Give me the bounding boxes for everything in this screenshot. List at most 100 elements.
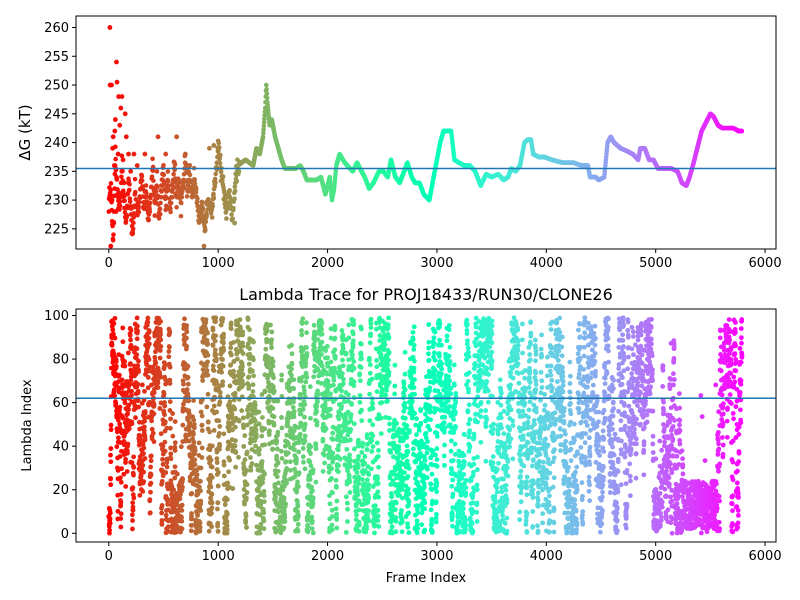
top-trace-point xyxy=(154,169,160,174)
lambda-point xyxy=(370,433,376,438)
lambda-point xyxy=(221,331,227,337)
lambda-point xyxy=(196,440,202,446)
lambda-point xyxy=(210,327,216,333)
lambda-point xyxy=(197,520,203,526)
lambda-point xyxy=(365,477,370,483)
lambda-point xyxy=(368,466,374,472)
top-scatter-point xyxy=(123,134,129,140)
lambda-point xyxy=(376,523,382,529)
lambda-point xyxy=(340,381,346,387)
lambda-point xyxy=(348,426,354,432)
lambda-point xyxy=(170,433,176,439)
top-trace-point xyxy=(204,213,210,219)
lambda-point xyxy=(333,477,339,483)
lambda-point xyxy=(117,421,123,427)
lambda-point xyxy=(145,374,151,380)
lambda-point xyxy=(347,457,353,463)
top-trace-point xyxy=(111,219,117,225)
top-trace-point xyxy=(218,152,223,158)
lambda-point xyxy=(134,352,140,358)
top-trace-point xyxy=(224,216,229,221)
lambda-point xyxy=(180,476,185,482)
lambda-point xyxy=(128,342,134,348)
lambda-point xyxy=(332,335,338,341)
lambda-point xyxy=(250,389,256,394)
lambda-point xyxy=(180,378,186,384)
lambda-point xyxy=(259,433,265,439)
top-trace-point xyxy=(152,213,158,218)
lambda-point xyxy=(112,393,118,399)
lambda-point xyxy=(119,377,125,383)
lambda-point xyxy=(244,490,250,496)
lambda-point xyxy=(332,347,338,353)
top-trace-point xyxy=(113,144,118,150)
lambda-point xyxy=(150,430,156,436)
lambda-point xyxy=(167,408,173,413)
lambda-point xyxy=(179,526,185,532)
lambda-point xyxy=(138,473,144,479)
lambda-point xyxy=(310,501,316,507)
lambda-point xyxy=(214,409,219,415)
lambda-point xyxy=(267,428,272,434)
lambda-point xyxy=(185,381,191,387)
lambda-point xyxy=(233,464,239,470)
lambda-point xyxy=(333,396,338,402)
top-trace-point xyxy=(161,163,166,168)
lambda-point xyxy=(125,411,131,417)
lambda-point xyxy=(155,385,161,390)
lambda-point xyxy=(240,351,246,356)
top-trace-point xyxy=(136,204,141,209)
lambda-point xyxy=(244,524,249,530)
lambda-point xyxy=(364,447,370,452)
lambda-point xyxy=(243,520,249,526)
lambda-point xyxy=(314,419,320,425)
lambda-point xyxy=(123,484,129,489)
lambda-point xyxy=(221,473,227,479)
lambda-point xyxy=(234,356,240,362)
lambda-point xyxy=(113,400,119,406)
lambda-point xyxy=(375,489,381,495)
top-trace-point xyxy=(188,179,193,185)
lambda-point xyxy=(117,440,123,445)
lambda-point xyxy=(153,349,158,355)
lambda-point xyxy=(111,387,117,393)
top-trace-point xyxy=(210,203,216,209)
top-trace-point xyxy=(122,198,127,204)
lambda-point xyxy=(209,443,215,449)
lambda-point xyxy=(343,494,349,500)
lambda-point xyxy=(240,372,246,377)
lambda-point xyxy=(113,359,119,365)
lambda-point xyxy=(330,450,336,456)
lambda-point xyxy=(121,471,127,477)
lambda-point xyxy=(126,402,132,408)
lambda-point xyxy=(139,382,145,388)
lambda-point xyxy=(140,489,146,494)
top-scatter-point xyxy=(107,25,113,30)
lambda-point xyxy=(155,380,161,386)
lambda-point xyxy=(125,450,130,456)
lambda-point xyxy=(328,406,333,412)
lambda-point xyxy=(311,374,317,380)
lambda-point xyxy=(351,322,357,328)
lambda-point xyxy=(142,437,148,443)
lambda-point xyxy=(133,415,138,421)
lambda-point xyxy=(135,323,140,329)
lambda-point xyxy=(288,467,293,473)
lambda-point xyxy=(136,404,142,410)
lambda-point xyxy=(300,454,306,460)
lambda-point xyxy=(215,506,220,512)
lambda-point xyxy=(370,444,376,449)
lambda-point xyxy=(239,408,245,414)
lambda-point xyxy=(163,377,168,383)
lambda-point xyxy=(320,468,326,474)
top-trace-point xyxy=(161,172,167,178)
lambda-point xyxy=(335,447,341,453)
lambda-point xyxy=(319,331,325,337)
lambda-point xyxy=(289,366,294,372)
lambda-point xyxy=(137,433,143,439)
lambda-point xyxy=(304,330,310,336)
lambda-point xyxy=(347,452,352,458)
lambda-point xyxy=(172,440,178,446)
top-trace-point xyxy=(181,185,187,191)
